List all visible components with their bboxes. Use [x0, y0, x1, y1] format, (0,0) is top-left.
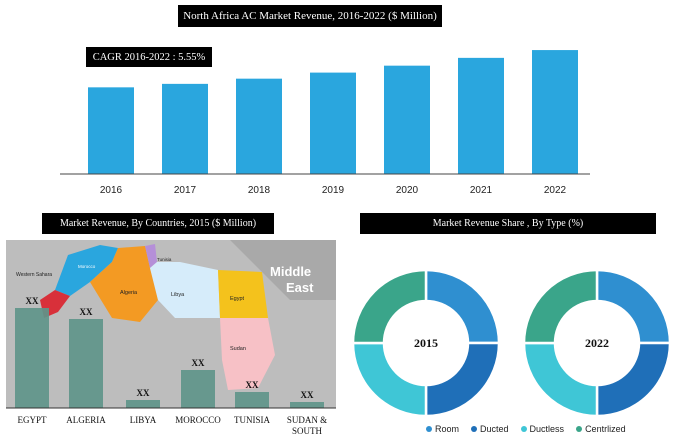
map-label-east: East: [286, 280, 314, 295]
revenue-tick-2022: 2022: [544, 185, 567, 196]
type-share-legend: Room Ducted Ductless Centrlized: [426, 424, 626, 434]
legend-label-ductless: Ductless: [529, 424, 565, 434]
type-share-donuts: 2015 2022: [351, 268, 672, 418]
donut-2015-slice-room: [424, 268, 501, 345]
country-tick-4: TUNISIA: [234, 415, 270, 425]
revenue-chart-title: North Africa AC Market Revenue, 2016-202…: [178, 5, 442, 27]
middle-east-region: [230, 240, 336, 300]
map-label-algeria: Algeria: [120, 290, 138, 296]
map-label-morocco: Morocco: [78, 264, 96, 269]
country-bar-3: [181, 370, 215, 408]
map-label-western-sahara: Western Sahara: [16, 272, 52, 278]
revenue-bar-2017: [162, 83, 208, 174]
country-tick-1: ALGERIA: [66, 415, 106, 425]
legend-item-centrlized: Centrlized: [576, 424, 626, 434]
country-bars: XX EGYPT XX ALGERIA XX LIBYA XX MOROCCO XX TUNISI…: [15, 296, 327, 436]
donut-2022-slice-ductless: [522, 341, 599, 418]
morocco-region: [55, 245, 118, 296]
map-label-egypt: Egypt: [230, 296, 245, 302]
map-label-sudan: Sudan: [230, 346, 246, 352]
legend-swatch-ducted: [471, 426, 478, 432]
share-chart-title: Market Revenue Share , By Type (%): [360, 213, 656, 234]
country-tick-2: LIBYA: [130, 415, 157, 425]
donut-2015-slice-centrlized: [351, 268, 428, 345]
tunisia-region: [145, 244, 157, 268]
donut-2022-slice-centrlized: [522, 268, 599, 345]
country-bar-5: [290, 402, 324, 408]
map-label-tunisia: Tunisia: [157, 257, 172, 262]
donut-2015-slice-ducted: [424, 341, 501, 418]
donut-center-label-0: 2015: [414, 336, 438, 350]
legend-label-ducted: Ducted: [480, 424, 509, 434]
revenue-bar-2019: [310, 72, 356, 174]
legend-swatch-centrlized: [576, 426, 583, 432]
legend-label-centrlized: Centrlized: [585, 424, 626, 434]
revenue-tick-2019: 2019: [322, 185, 345, 196]
legend-swatch-ductless: [520, 426, 527, 432]
donut-2022-slice-ducted: [595, 341, 672, 418]
revenue-bar-2020: [384, 65, 430, 174]
revenue-tick-2021: 2021: [470, 185, 493, 196]
legend-label-room: Room: [435, 424, 460, 434]
libya-region: [150, 262, 220, 318]
revenue-bar-2018: [236, 78, 282, 174]
revenue-bar-2016: [88, 87, 134, 174]
countries-chart-title: Market Revenue, By Countries, 2015 ($ Mi…: [42, 213, 274, 234]
algeria-region: [90, 246, 158, 322]
country-tick-0: EGYPT: [18, 415, 48, 425]
egypt-region: [218, 270, 268, 318]
legend-item-room: Room: [426, 424, 459, 434]
donut-center-label-1: 2022: [585, 336, 609, 350]
country-bar-4: [235, 392, 269, 408]
cagr-label: CAGR 2016-2022 : 5.55%: [86, 47, 212, 67]
revenue-tick-2018: 2018: [248, 185, 271, 196]
country-bar-0: [15, 308, 49, 408]
country-tick-3: MOROCCO: [175, 415, 221, 425]
legend-item-ductless: Ductless: [520, 424, 565, 434]
country-tick-5-line2: SOUTH: [292, 426, 323, 436]
country-data-label-2: XX: [137, 388, 150, 398]
country-tick-5-line1: SUDAN &: [287, 415, 327, 425]
country-data-label-5: XX: [301, 390, 314, 400]
revenue-bar-2021: [458, 57, 504, 174]
legend-swatch-room: [426, 426, 432, 432]
sudan-region: [220, 318, 275, 390]
donut-2022-slice-room: [595, 268, 672, 345]
revenue-tick-2020: 2020: [396, 185, 419, 196]
map-label-middle: Middle: [270, 264, 311, 279]
country-bar-2: [126, 400, 160, 408]
revenue-bar-2022: [532, 50, 578, 174]
map-label-libya: Libya: [171, 292, 185, 298]
country-data-label-3: XX: [192, 358, 205, 368]
donut-2015-slice-ductless: [351, 341, 428, 418]
legend-item-ducted: Ducted: [471, 424, 509, 434]
revenue-tick-2017: 2017: [174, 185, 197, 196]
revenue-bars: 2016 2017 2018 2019 2020 2021 2022: [88, 50, 578, 196]
country-data-label-0: XX: [26, 296, 39, 306]
revenue-tick-2016: 2016: [100, 185, 123, 196]
north-africa-map: Morocco Western Sahara Algeria Tunisia L…: [6, 240, 336, 408]
country-data-label-4: XX: [246, 380, 259, 390]
country-data-label-1: XX: [80, 307, 93, 317]
country-bar-1: [69, 319, 103, 408]
